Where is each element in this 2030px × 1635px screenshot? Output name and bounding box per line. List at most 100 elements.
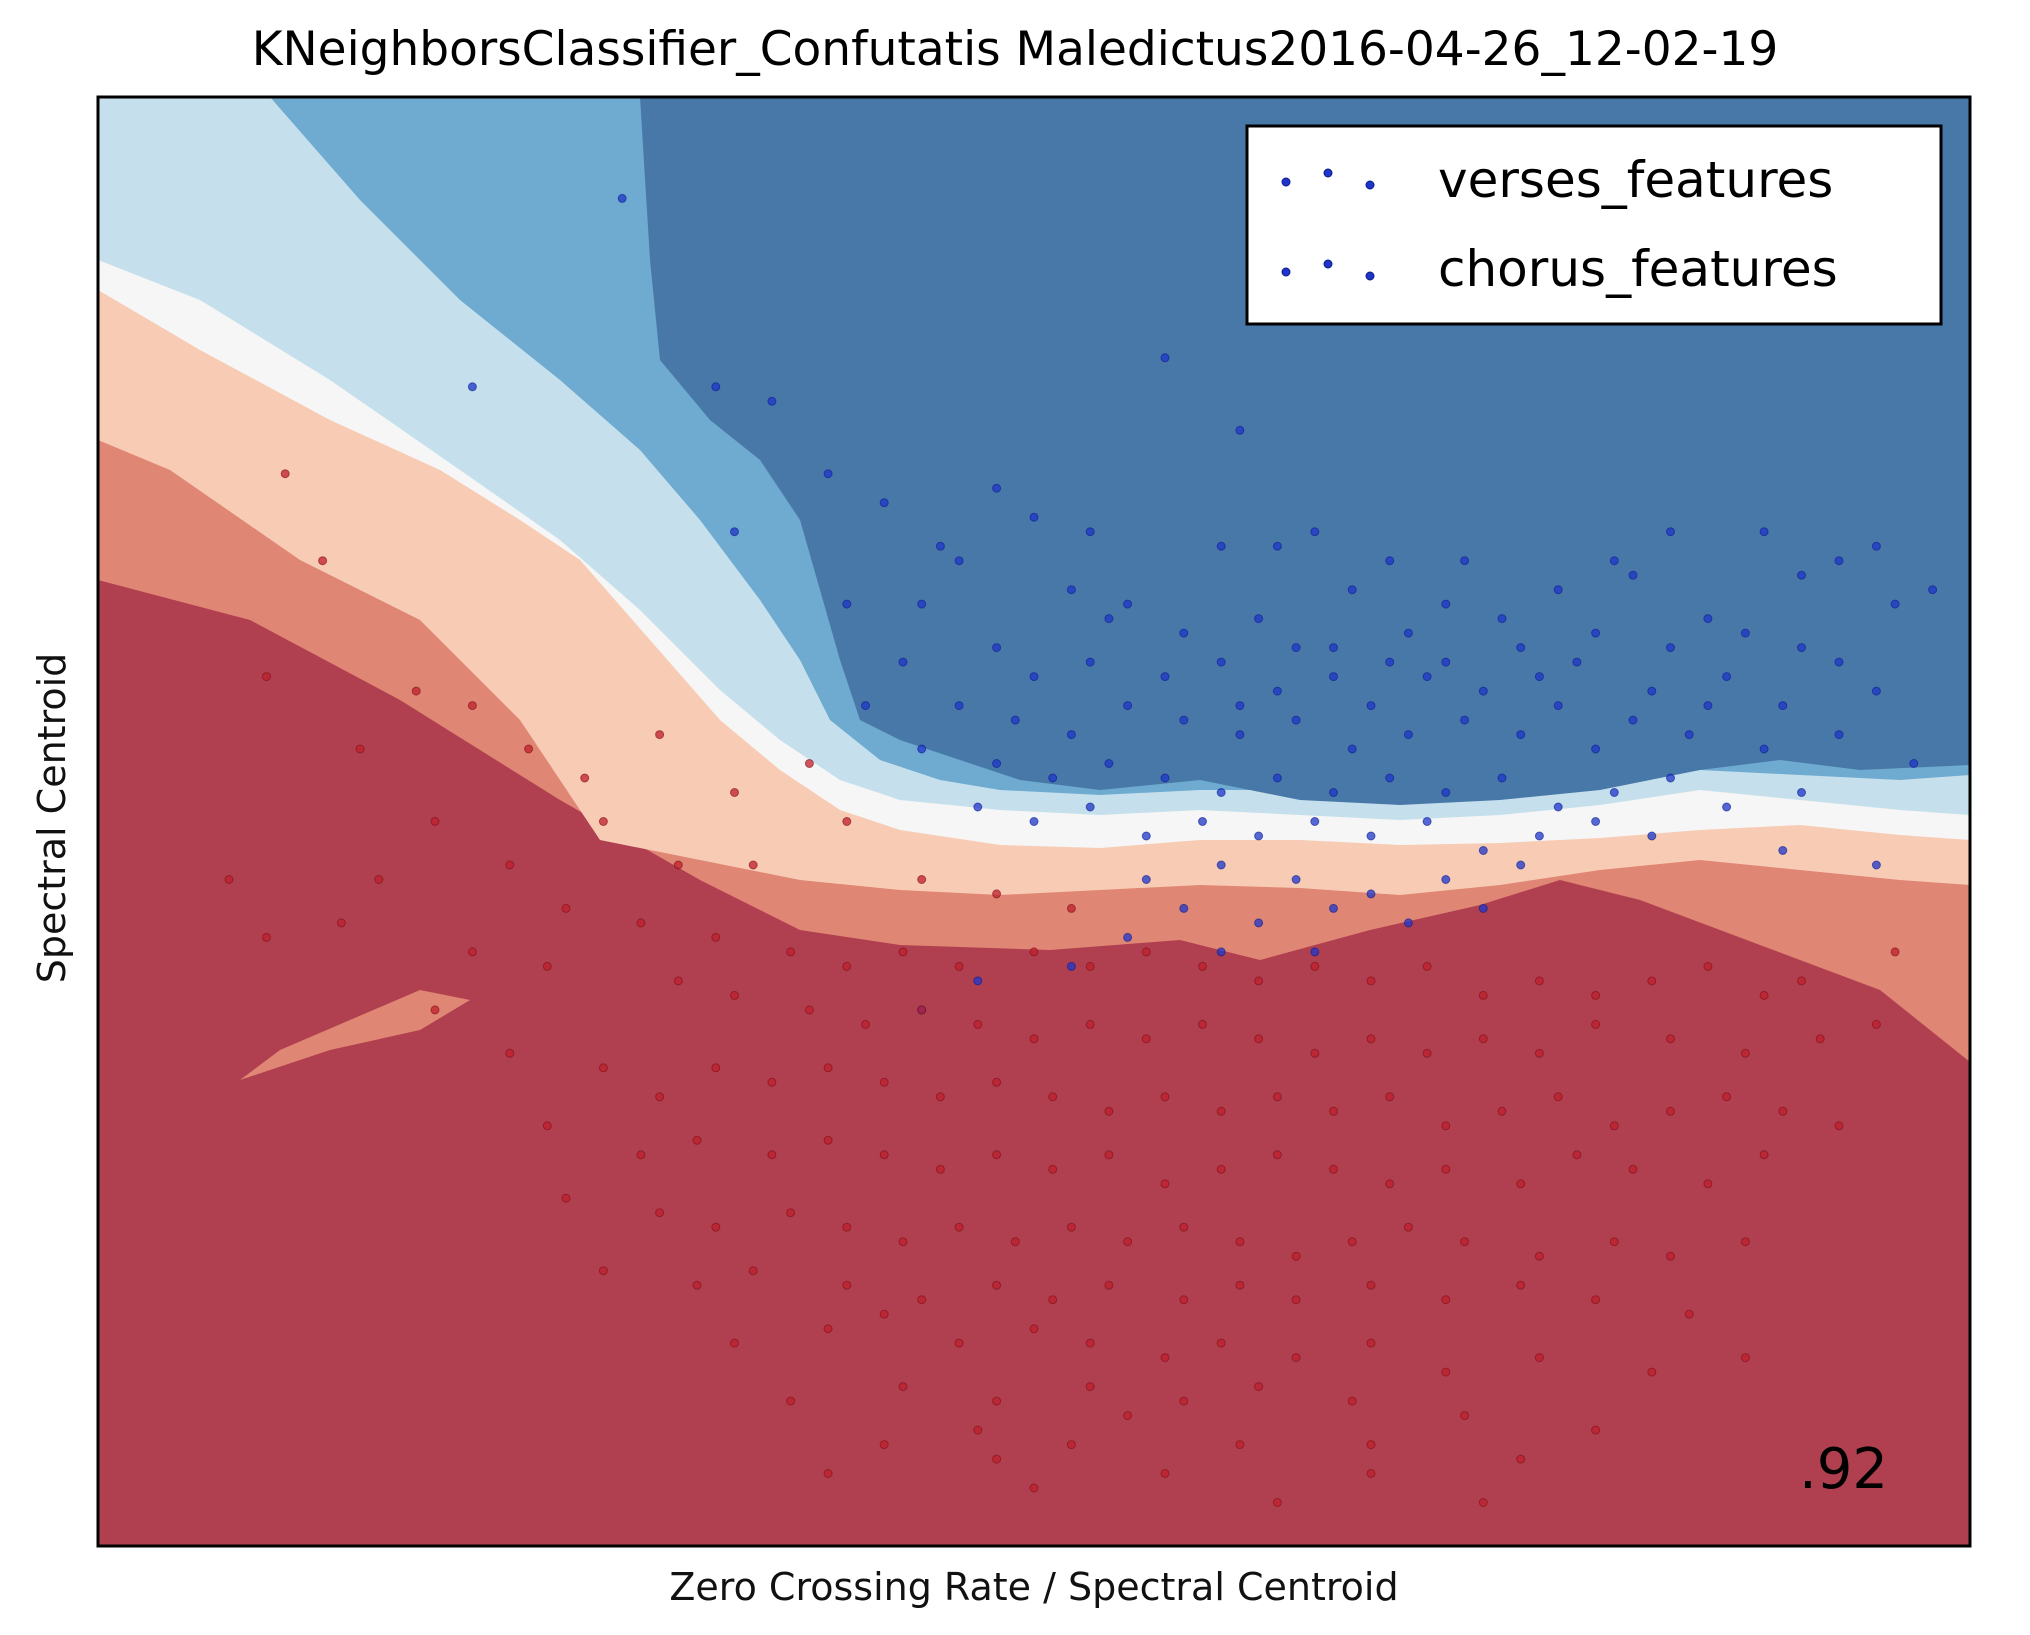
verses-point <box>973 976 983 986</box>
verses-point <box>1029 817 1039 826</box>
chorus-point <box>1441 1164 1451 1174</box>
chorus-point <box>1066 903 1076 913</box>
verses-point <box>1329 643 1338 653</box>
verses-point <box>1516 860 1526 870</box>
chorus-point <box>1366 1440 1376 1450</box>
verses-point <box>1759 527 1769 537</box>
chorus-point <box>879 1309 889 1319</box>
verses-point <box>1329 788 1338 797</box>
verses-point <box>992 759 1002 768</box>
verses-point <box>1235 730 1245 740</box>
verses-point <box>1534 672 1544 682</box>
chorus-point <box>1029 1034 1039 1044</box>
chorus-point <box>1797 976 1806 986</box>
chorus-point <box>1104 1106 1114 1116</box>
verses-point <box>1871 541 1881 551</box>
verses-point <box>1310 527 1320 537</box>
verses-point <box>1235 701 1245 711</box>
verses-point <box>1609 556 1619 566</box>
verses-point <box>1160 353 1170 363</box>
chorus-point <box>1235 1280 1245 1290</box>
verses-point <box>1834 556 1844 566</box>
verses-point <box>1628 570 1638 580</box>
chorus-point <box>1291 1251 1301 1261</box>
chorus-point <box>1160 1179 1170 1189</box>
chorus-point <box>1385 1092 1395 1102</box>
verses-point <box>1890 599 1900 609</box>
verses-point <box>1085 657 1095 667</box>
chorus-point <box>1403 1222 1413 1232</box>
chorus-point <box>1516 1280 1526 1290</box>
chorus-point <box>842 1222 852 1232</box>
verses-point <box>730 527 739 537</box>
chorus-point <box>1160 1092 1170 1102</box>
chorus-point <box>1647 1367 1657 1377</box>
verses-point <box>1628 715 1638 725</box>
chorus-point <box>1478 1498 1488 1507</box>
verses-point <box>1834 657 1844 667</box>
chorus-point <box>467 701 477 711</box>
chorus-point <box>1609 1121 1619 1131</box>
verses-point <box>823 469 833 479</box>
chorus-point <box>823 1135 833 1145</box>
verses-point <box>1216 947 1226 957</box>
chorus-point <box>1198 961 1207 971</box>
chorus-point <box>1141 947 1151 957</box>
verses-point <box>1441 599 1451 609</box>
verses-point <box>1553 585 1563 595</box>
verses-point <box>1272 686 1282 696</box>
chorus-point <box>935 1092 945 1102</box>
chorus-point <box>561 1193 571 1203</box>
verses-point <box>1740 628 1750 638</box>
chorus-point <box>280 469 290 479</box>
verses-point <box>1591 817 1601 826</box>
verses-point <box>1871 860 1881 870</box>
verses-point <box>1534 831 1544 841</box>
verses-point <box>1179 715 1189 725</box>
verses-point <box>1254 918 1264 928</box>
verses-point <box>917 744 927 754</box>
chorus-point <box>655 1208 665 1218</box>
chorus-point <box>598 1063 608 1073</box>
chorus-point <box>1740 1353 1750 1363</box>
chorus-point <box>1235 1237 1245 1247</box>
plot-frame <box>96 95 1972 1548</box>
verses-point <box>711 382 721 392</box>
chorus-point <box>1347 1396 1357 1406</box>
verses-point <box>1366 701 1376 711</box>
verses-point <box>1478 903 1488 913</box>
verses-point <box>1048 773 1058 783</box>
chorus-point <box>954 1338 964 1348</box>
chorus-point <box>1048 1295 1058 1305</box>
chorus-point <box>1085 1382 1095 1392</box>
chorus-point <box>973 1425 983 1435</box>
chorus-point <box>1272 1498 1282 1507</box>
chorus-point <box>673 860 683 870</box>
chorus-point <box>1666 1106 1675 1116</box>
verses-point <box>1029 512 1039 522</box>
verses-point <box>992 483 1002 493</box>
chorus-point <box>1310 1048 1320 1058</box>
chorus-point <box>374 875 384 884</box>
chorus-point <box>1385 1179 1395 1189</box>
chorus-point <box>1422 961 1432 971</box>
chorus-point <box>1516 1454 1526 1464</box>
verses-point <box>1666 527 1675 537</box>
chorus-point <box>1235 1440 1245 1450</box>
chorus-point <box>1160 1469 1170 1478</box>
verses-point <box>1160 672 1170 682</box>
chorus-point <box>1740 1048 1750 1058</box>
chorus-point <box>1534 1048 1544 1058</box>
chorus-point <box>1198 1019 1207 1029</box>
chorus-point <box>224 875 234 884</box>
verses-point <box>1403 730 1413 740</box>
chorus-point <box>992 1454 1002 1464</box>
chorus-point <box>730 990 739 1000</box>
chorus-point <box>598 817 608 826</box>
verses-point <box>1478 686 1488 696</box>
y-axis-label: Spectral Centroid <box>30 652 74 984</box>
chorus-point <box>467 947 477 957</box>
chorus-point <box>1591 1425 1601 1435</box>
chorus-point <box>505 1048 515 1058</box>
chorus-point <box>823 1324 833 1334</box>
